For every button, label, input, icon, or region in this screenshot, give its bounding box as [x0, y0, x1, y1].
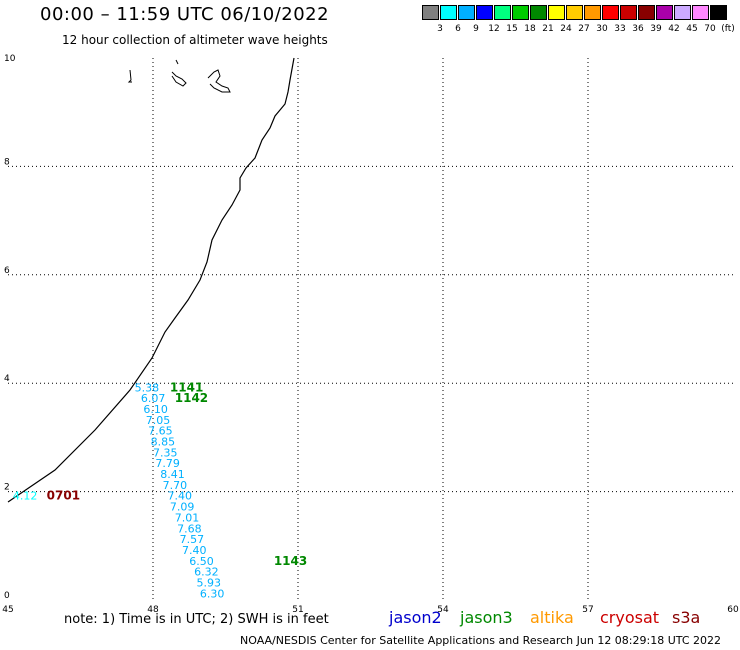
- legend-swatch: [548, 5, 565, 20]
- legend-label: 12: [488, 24, 500, 34]
- legend-label: 3: [437, 24, 443, 34]
- legend-label: 21: [542, 24, 554, 34]
- legend-label: 9: [473, 24, 479, 34]
- wave-height-value: 7.40: [182, 544, 207, 557]
- legend-swatch: [494, 5, 511, 20]
- wave-height-value: 7.70: [163, 479, 188, 492]
- wave-height-value: 5.93: [197, 576, 222, 589]
- x-tick-label: 57: [582, 605, 593, 615]
- legend-swatch: [584, 5, 601, 20]
- satellite-s3a-label: s3a: [672, 608, 701, 627]
- legend-swatch: [566, 5, 583, 20]
- y-tick-label: 0: [4, 591, 10, 601]
- legend-swatch: [638, 5, 655, 20]
- legend-label: 39: [650, 24, 662, 34]
- legend-label: 6: [455, 24, 461, 34]
- legend-label: 24: [560, 24, 572, 34]
- wave-height-value: 7.79: [155, 457, 180, 470]
- legend-swatch: [710, 5, 727, 20]
- y-tick-label: 2: [4, 483, 10, 493]
- wave-height-value: 7.57: [180, 533, 205, 546]
- legend-label: 36: [632, 24, 644, 34]
- legend-label: 27: [578, 24, 590, 34]
- footer-note: note: 1) Time is in UTC; 2) SWH is in fe…: [64, 612, 329, 627]
- x-tick-label: 54: [437, 605, 449, 615]
- legend-label: 45: [686, 24, 698, 34]
- island-outline: [171, 71, 187, 87]
- legend-label: 18: [524, 24, 536, 34]
- wave-height-value: 7.35: [153, 446, 178, 459]
- legend-swatch: [422, 5, 439, 20]
- pass-time-label: 1141: [170, 380, 203, 394]
- legend-swatch: [512, 5, 529, 20]
- map-title: 00:00 – 11:59 UTC 06/10/2022: [40, 4, 330, 25]
- y-tick-label: 6: [4, 266, 10, 276]
- y-tick-label: 4: [4, 374, 10, 384]
- wave-height-value: 4.12: [13, 490, 38, 503]
- pass-time-label: 1143: [274, 554, 307, 568]
- x-tick-label: 60: [727, 605, 739, 615]
- legend-label: 70: [704, 24, 716, 34]
- legend-label: 33: [614, 24, 626, 34]
- wave-height-value: 7.09: [170, 501, 195, 514]
- satellite-cryosat-label: cryosat: [600, 608, 660, 627]
- x-tick-label: 48: [147, 605, 159, 615]
- wave-height-value: 5.38: [135, 381, 160, 394]
- pass-time-label: 0701: [47, 489, 80, 503]
- wave-height-value: 6.30: [200, 587, 225, 600]
- legend-swatch: [674, 5, 691, 20]
- legend-unit: (ft): [721, 24, 735, 34]
- coastline: [7, 57, 295, 503]
- legend-label: 42: [668, 24, 680, 34]
- legend-swatch: [530, 5, 547, 20]
- legend-label: 15: [506, 24, 518, 34]
- wave-height-value: 7.65: [148, 425, 173, 438]
- satellite-jason3-label: jason3: [460, 608, 513, 627]
- island-outline: [175, 59, 179, 65]
- legend-swatch: [692, 5, 709, 20]
- pass-time-label: 1142: [175, 391, 208, 405]
- wave-height-value: 6.07: [141, 392, 166, 405]
- wave-height-value: 6.10: [143, 403, 168, 416]
- y-tick-label: 10: [4, 54, 16, 64]
- wave-height-value: 6.50: [189, 555, 214, 568]
- satellite-jason2-label: jason2: [389, 608, 442, 627]
- legend-swatch: [602, 5, 619, 20]
- legend-swatch: [458, 5, 475, 20]
- wave-height-value: 8.85: [151, 436, 176, 449]
- map-subtitle: 12 hour collection of altimeter wave hei…: [62, 33, 328, 47]
- wave-height-value: 7.05: [146, 414, 171, 427]
- legend-swatch: [476, 5, 493, 20]
- island-outline: [127, 69, 132, 83]
- legend-swatch: [440, 5, 457, 20]
- credit-line: NOAA/NESDIS Center for Satellite Applica…: [240, 634, 722, 647]
- legend-swatch: [656, 5, 673, 20]
- wave-height-value: 7.68: [177, 522, 202, 535]
- legend-swatch: [620, 5, 637, 20]
- legend-label: 30: [596, 24, 608, 34]
- wave-height-value: 6.32: [194, 566, 219, 579]
- wave-height-value: 7.40: [168, 490, 193, 503]
- island-outline: [207, 69, 231, 93]
- wave-height-value: 8.41: [160, 468, 185, 481]
- y-tick-label: 8: [4, 157, 10, 167]
- wave-height-value: 7.01: [175, 511, 200, 524]
- x-tick-label: 45: [2, 605, 13, 615]
- satellite-altika-label: altika: [530, 608, 574, 627]
- x-tick-label: 51: [292, 605, 303, 615]
